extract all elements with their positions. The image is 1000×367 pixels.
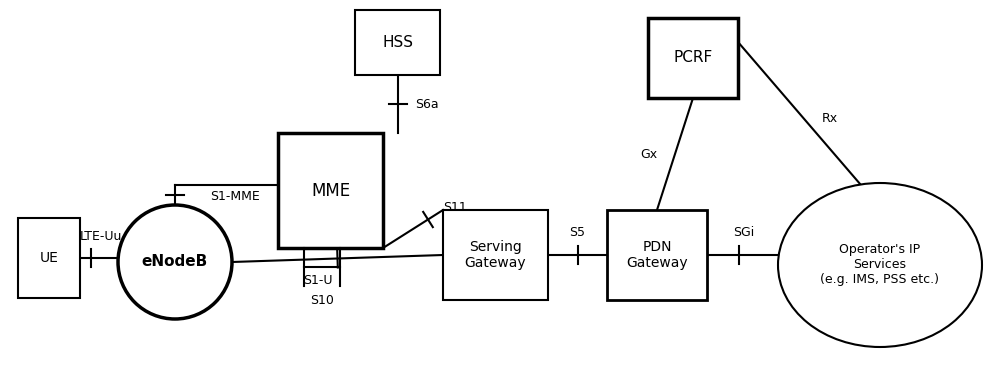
Text: S1-U: S1-U <box>303 274 332 287</box>
Bar <box>18 218 80 298</box>
Text: eNodeB: eNodeB <box>142 254 208 269</box>
Text: MME: MME <box>311 182 350 200</box>
Text: S1-MME: S1-MME <box>210 190 260 203</box>
Bar <box>278 133 383 248</box>
Text: S10: S10 <box>310 294 334 306</box>
Bar <box>648 18 738 98</box>
Text: UE: UE <box>40 251 58 265</box>
Bar <box>355 10 440 75</box>
Text: S6a: S6a <box>416 98 439 110</box>
Text: Operator's IP
Services
(e.g. IMS, PSS etc.): Operator's IP Services (e.g. IMS, PSS et… <box>820 243 940 287</box>
Text: S11: S11 <box>443 201 467 214</box>
Text: Gx: Gx <box>640 148 657 160</box>
Text: Serving
Gateway: Serving Gateway <box>465 240 526 270</box>
Text: SGi: SGi <box>733 226 755 240</box>
Text: PCRF: PCRF <box>673 51 713 65</box>
Text: LTE-Uu: LTE-Uu <box>80 229 123 243</box>
Ellipse shape <box>778 183 982 347</box>
Text: PDN
Gateway: PDN Gateway <box>626 240 688 270</box>
Ellipse shape <box>118 205 232 319</box>
Bar <box>443 210 548 300</box>
Text: HSS: HSS <box>382 35 413 50</box>
Text: S5: S5 <box>570 226 586 240</box>
Bar <box>607 210 707 300</box>
Text: Rx: Rx <box>822 112 838 125</box>
